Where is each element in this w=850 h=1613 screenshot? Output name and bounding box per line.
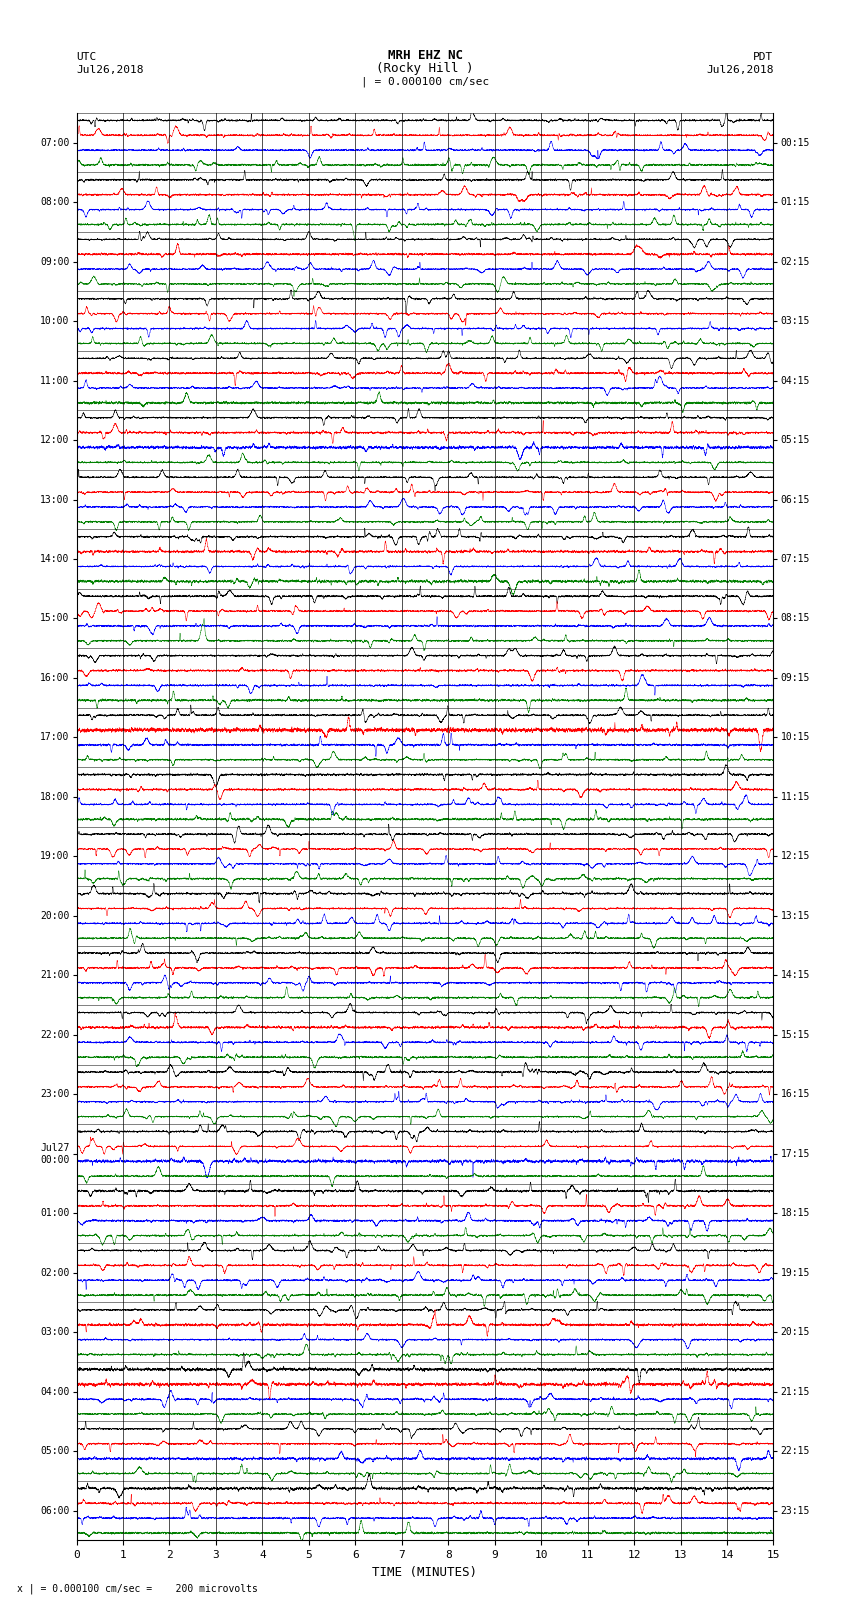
Text: PDT: PDT: [753, 52, 774, 63]
Text: MRH EHZ NC: MRH EHZ NC: [388, 48, 462, 63]
Text: x | = 0.000100 cm/sec =    200 microvolts: x | = 0.000100 cm/sec = 200 microvolts: [17, 1582, 258, 1594]
X-axis label: TIME (MINUTES): TIME (MINUTES): [372, 1566, 478, 1579]
Text: Jul26,2018: Jul26,2018: [706, 65, 774, 76]
Text: UTC: UTC: [76, 52, 97, 63]
Text: Jul26,2018: Jul26,2018: [76, 65, 144, 76]
Text: (Rocky Hill ): (Rocky Hill ): [377, 61, 473, 76]
Text: | = 0.000100 cm/sec: | = 0.000100 cm/sec: [361, 77, 489, 87]
